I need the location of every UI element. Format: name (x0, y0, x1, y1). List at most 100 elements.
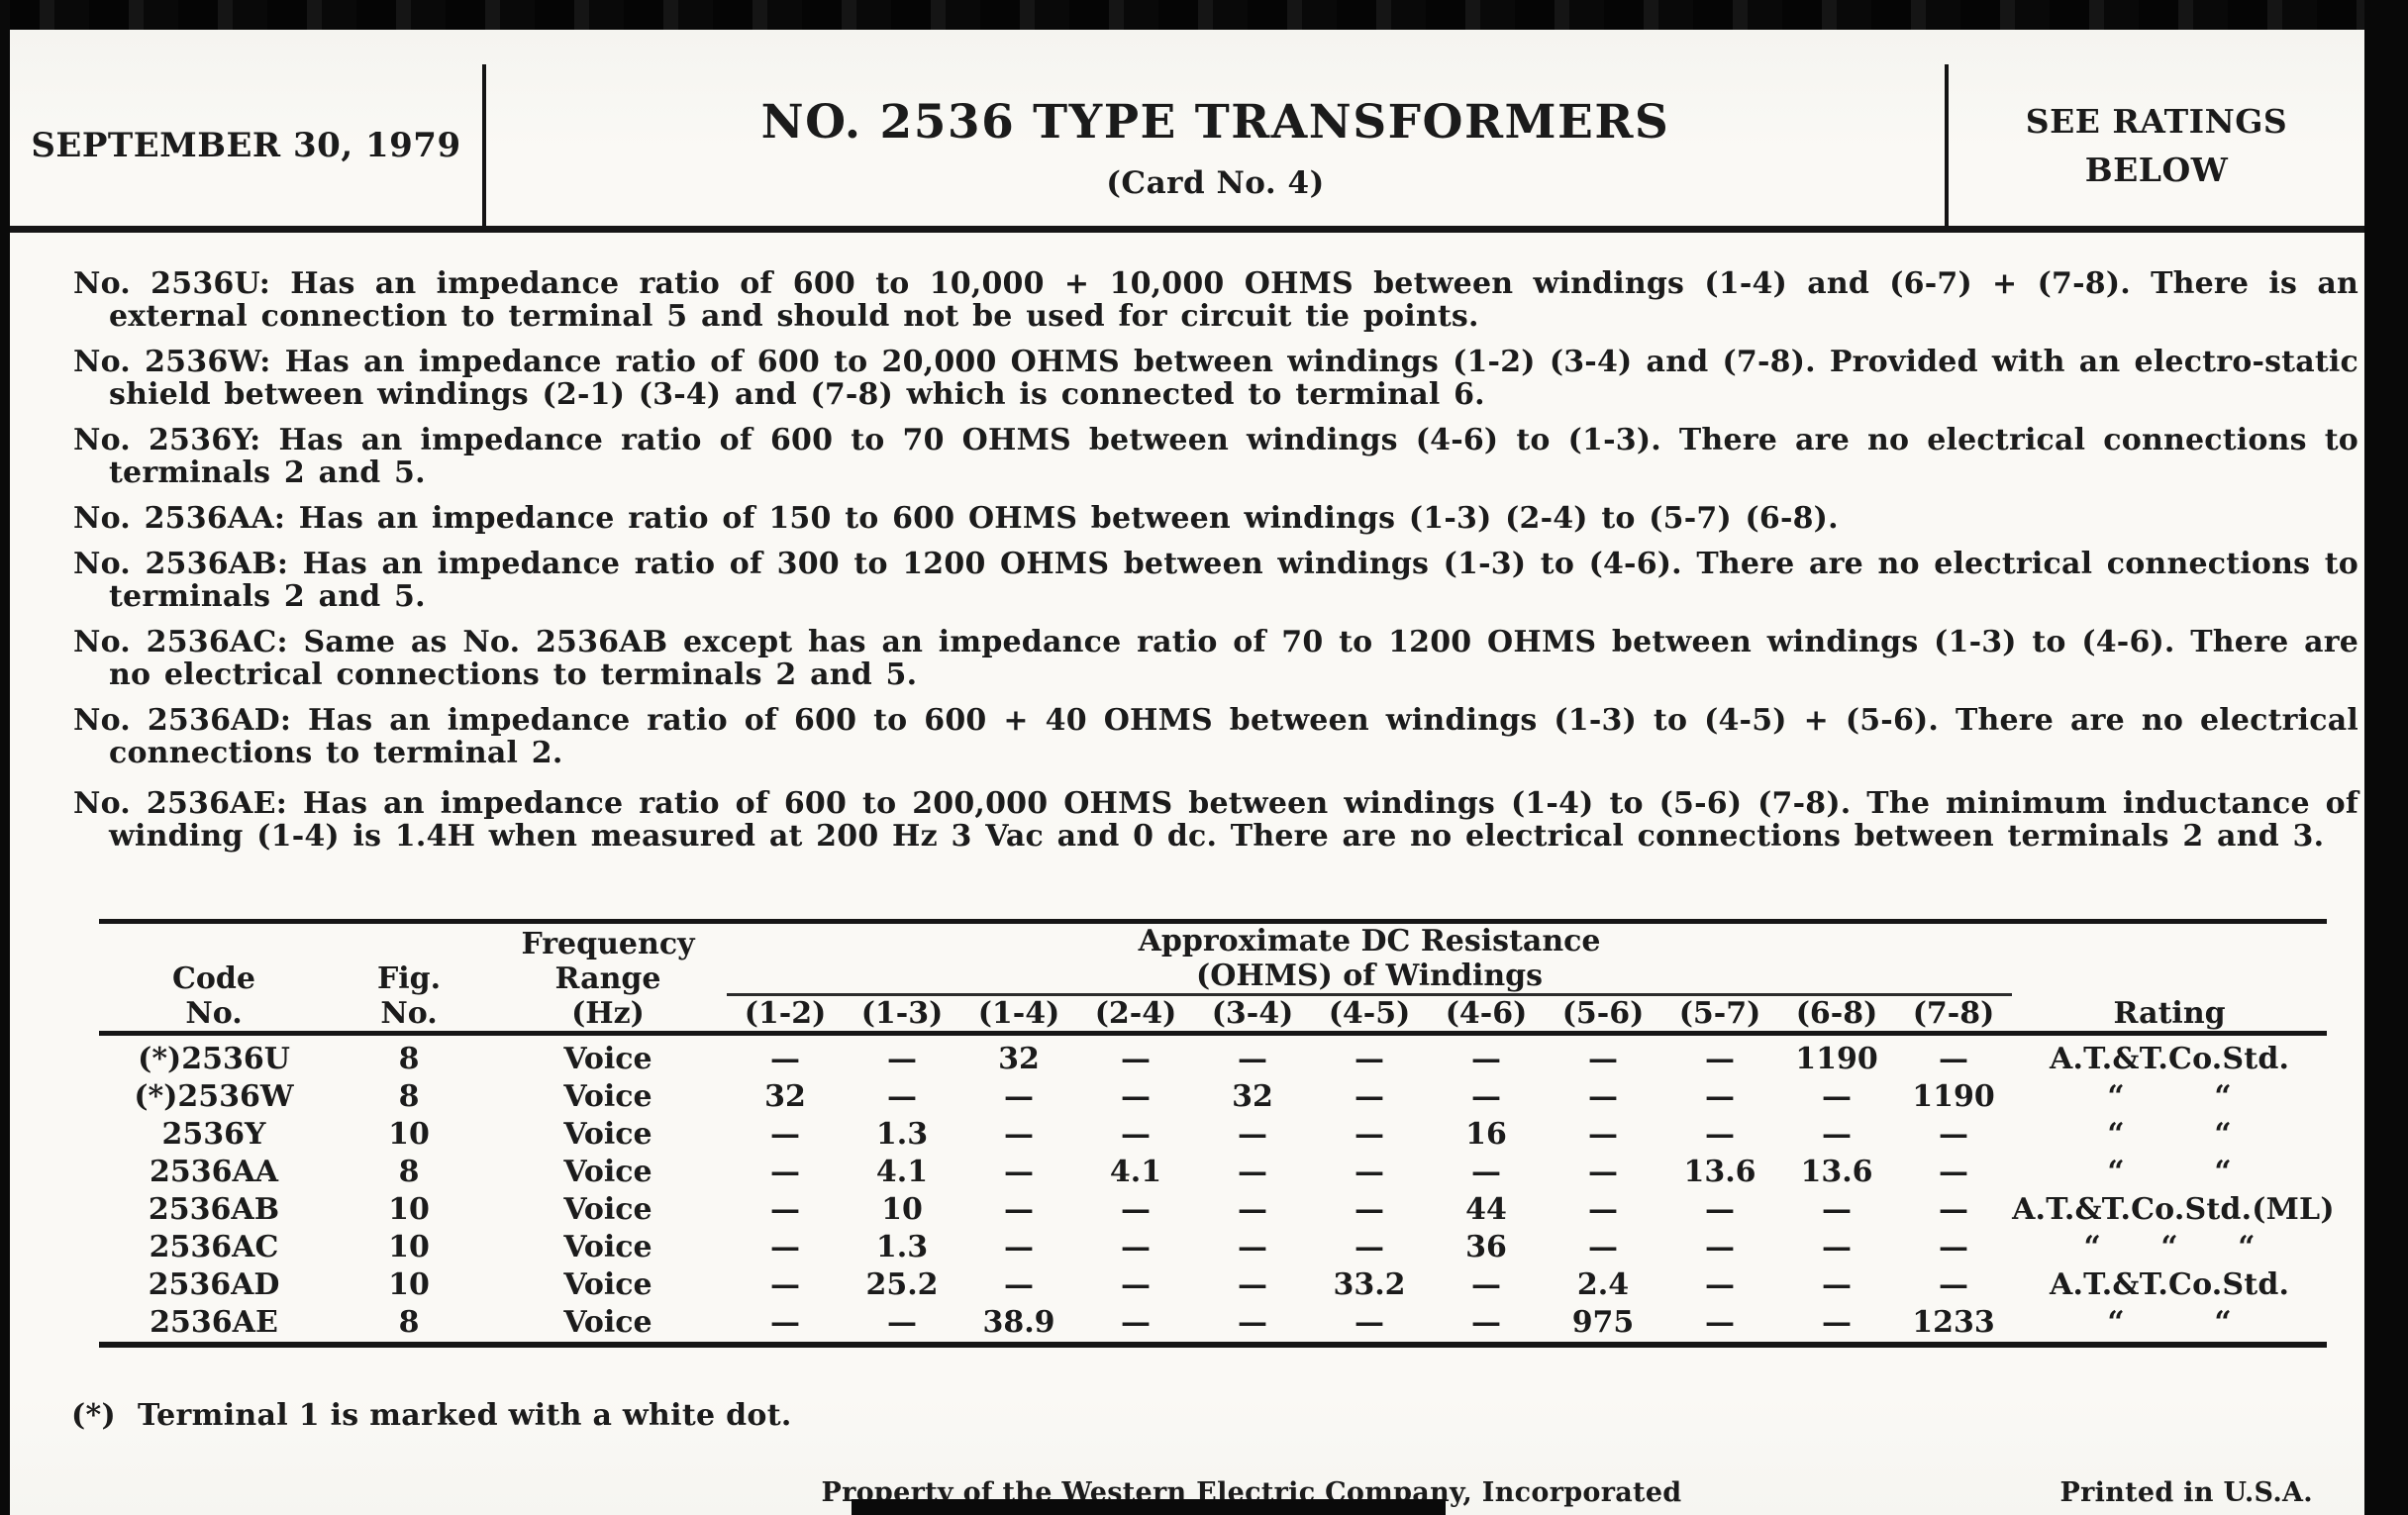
table-cell: 38.9 (982, 1305, 1055, 1340)
description-paragraph-2536AE: No. 2536AE: Has an impedance ratio of 60… (73, 787, 2358, 853)
scan-edge-right (2364, 0, 2408, 1515)
col-header-winding-5-6: (5-6) (1545, 994, 1661, 1036)
table-cell-code: 2536AA (149, 1155, 279, 1189)
footnote-text: Terminal 1 is marked with a white dot. (137, 1398, 792, 1433)
table-cell: 25.2 (865, 1267, 939, 1302)
table-cell-freq: Voice (563, 1305, 652, 1340)
table-cell: 32 (764, 1079, 806, 1114)
table-cell: 4.1 (1109, 1155, 1162, 1189)
table-cell: 1190 (1912, 1079, 1995, 1114)
table-cell-rating: “ “ (2107, 1155, 2232, 1189)
table-cell: — (1588, 1155, 1618, 1189)
code-label: No. 2536Y: (73, 423, 261, 457)
table-cell-freq: Voice (563, 1267, 652, 1302)
description-text: Has an impedance ratio of 600 to 20,000 … (109, 345, 2358, 412)
table-cell-code: 2536AE (150, 1305, 278, 1340)
table-cell: — (1705, 1230, 1735, 1264)
scan-edge-top (0, 0, 2408, 30)
table-cell: — (1939, 1117, 1969, 1152)
table-cell: 33.2 (1333, 1267, 1406, 1302)
printed-notice: Printed in U.S.A. (2059, 1477, 2313, 1508)
description-paragraph-2536AD: No. 2536AD: Has an impedance ratio of 60… (73, 704, 2358, 769)
description-paragraph-2536U: No. 2536U: Has an impedance ratio of 600… (73, 267, 2358, 333)
table-cell-fig: 10 (388, 1267, 430, 1302)
table-cell: — (1004, 1192, 1034, 1227)
table-cell: 1190 (1795, 1042, 1878, 1076)
table-cell-freq: Voice (563, 1192, 652, 1227)
table-cell-fig: 10 (388, 1117, 430, 1152)
table-cell-code: 2536Y (161, 1117, 266, 1152)
description-text: Has an impedance ratio of 600 to 10,000 … (109, 266, 2358, 334)
table-cell: — (1705, 1267, 1735, 1302)
table-cell: — (1705, 1117, 1735, 1152)
table-cell: — (1822, 1079, 1852, 1114)
table-cell: 13.6 (1800, 1155, 1873, 1189)
description-paragraph-2536AA: No. 2536AA: Has an impedance ratio of 15… (73, 502, 2358, 535)
table-cell: — (1121, 1079, 1151, 1114)
table-cell: 36 (1465, 1230, 1507, 1264)
table-cell: — (770, 1305, 800, 1340)
table-cell: — (1822, 1305, 1852, 1340)
table-cell: — (1354, 1079, 1384, 1114)
table-cell-code: (*)2536U (138, 1042, 290, 1076)
table-header-row-windings: (1-2) (1-3) (1-4) (2-4) (3-4) (4-5) (4-6… (99, 994, 2327, 1036)
table-cell: 44 (1465, 1192, 1507, 1227)
table-cell: — (1588, 1117, 1618, 1152)
table-cell-rating: A.T.&T.Co.Std.(ML) (2012, 1192, 2335, 1227)
description-section: No. 2536U: Has an impedance ratio of 600… (73, 267, 2358, 865)
table-cell: — (1121, 1117, 1151, 1152)
table-cell: 10 (881, 1192, 923, 1227)
table-cell: — (1939, 1230, 1969, 1264)
table-cell: — (1121, 1042, 1151, 1076)
table-cell-freq: Voice (563, 1117, 652, 1152)
description-paragraph-2536W: No. 2536W: Has an impedance ratio of 600… (73, 346, 2358, 411)
table-cell: — (1939, 1267, 1969, 1302)
table-cell: — (770, 1042, 800, 1076)
col-header-winding-7-8: (7-8) (1895, 994, 2013, 1036)
document-card: SEPTEMBER 30, 1979 NO. 2536 TYPE TRANSFO… (10, 30, 2364, 1515)
footnote-terminal-dot: (*) Terminal 1 is marked with a white dot… (71, 1398, 792, 1433)
table-cell: — (1238, 1230, 1267, 1264)
table-cell-rating: “ “ (2107, 1079, 2232, 1114)
table-cell: — (1004, 1155, 1034, 1189)
description-text: Has an impedance ratio of 600 to 70 OHMS… (109, 423, 2358, 490)
description-text: Has an impedance ratio of 300 to 1200 OH… (109, 547, 2358, 614)
table-cell: — (1471, 1155, 1501, 1189)
table-cell-fig: 8 (398, 1155, 420, 1189)
table-row-2536W: (*)2536W 8 Voice 32 — — — 32 — — — — — 1… (99, 1078, 2327, 1116)
table-cell-freq: Voice (563, 1079, 652, 1114)
table-cell: — (1004, 1230, 1034, 1264)
table-row-2536U: (*)2536U 8 Voice — — 32 — — — — — — 1190… (99, 1034, 2327, 1079)
col-header-winding-1-3: (1-3) (844, 994, 960, 1036)
table-cell: — (1354, 1305, 1384, 1340)
table-row-2536AC: 2536AC 10 Voice — 1.3 — — — — 36 — — — —… (99, 1229, 2327, 1266)
table-cell-code: 2536AD (148, 1267, 280, 1302)
table-cell-freq: Voice (563, 1042, 652, 1076)
scan-bottom-smudge (852, 1499, 1446, 1515)
table-cell: — (1471, 1079, 1501, 1114)
table-cell: — (1588, 1192, 1618, 1227)
table-cell: 1.3 (875, 1230, 929, 1264)
description-text: Has an impedance ratio of 600 to 600 + 4… (109, 703, 2358, 770)
col-header-winding-2-4: (2-4) (1077, 994, 1194, 1036)
code-label: No. 2536W: (73, 345, 271, 379)
table-cell: — (887, 1305, 917, 1340)
table-cell: 32 (1232, 1079, 1273, 1114)
table-cell-code: 2536AC (149, 1230, 279, 1264)
table-cell: — (1822, 1192, 1852, 1227)
header-title-cell: NO. 2536 TYPE TRANSFORMERS (Card No. 4) (486, 64, 1945, 226)
table-cell: — (770, 1117, 800, 1152)
table-cell: — (1822, 1267, 1852, 1302)
table-cell-fig: 8 (398, 1305, 420, 1340)
table-cell: — (1822, 1230, 1852, 1264)
table-cell: 1.3 (875, 1117, 929, 1152)
table-cell: — (1822, 1117, 1852, 1152)
col-header-winding-1-2: (1-2) (727, 994, 844, 1036)
table-cell: — (1238, 1192, 1267, 1227)
table-cell: — (1354, 1192, 1384, 1227)
table-cell: — (1354, 1155, 1384, 1189)
description-text: Has an impedance ratio of 150 to 600 OHM… (298, 501, 1839, 536)
table-cell-rating: “ “ “ (2083, 1230, 2256, 1264)
table-cell: — (1588, 1230, 1618, 1264)
table-cell: — (1471, 1042, 1501, 1076)
